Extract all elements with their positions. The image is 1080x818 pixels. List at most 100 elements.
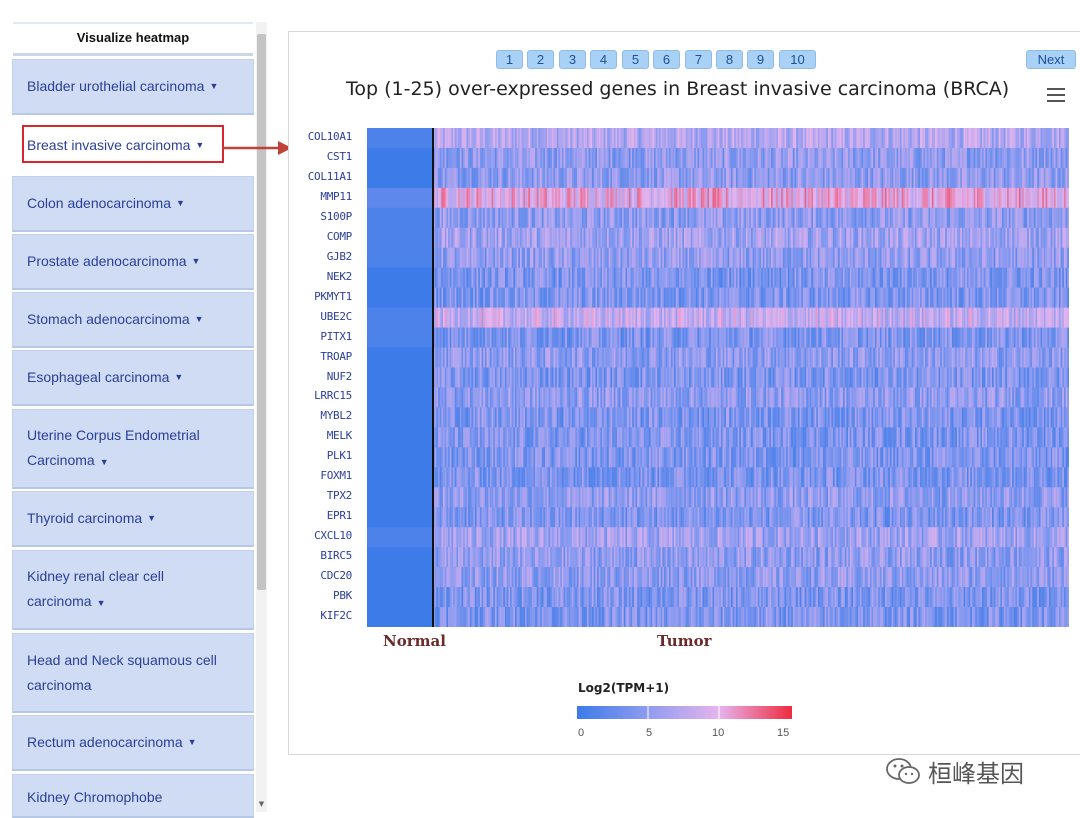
heatmap-cell: [834, 327, 837, 349]
sidebar-item-thyroid[interactable]: Thyroid carcinoma ▼: [12, 491, 254, 547]
heatmap-cell: [479, 167, 482, 189]
heatmap-cell: [441, 287, 444, 309]
page-button-5[interactable]: 5: [622, 50, 649, 69]
heatmap-cell: [1045, 128, 1048, 149]
heatmap-cell: [898, 187, 901, 209]
page-button-10[interactable]: 10: [779, 50, 816, 69]
heatmap-cell: [1060, 327, 1063, 349]
page-button-9[interactable]: 9: [747, 50, 774, 69]
heatmap-cell: [561, 207, 564, 229]
gene-label: MELK: [326, 429, 353, 443]
heatmap-cell: [1000, 187, 1003, 209]
heatmap-cell: [565, 227, 568, 249]
sidebar-item-kidney-clear-cell[interactable]: Kidney renal clear cell carcinoma ▼: [12, 550, 254, 630]
next-page-button[interactable]: Next: [1026, 50, 1076, 69]
heatmap-cell: [761, 267, 764, 289]
heatmap-cell: [881, 327, 884, 349]
heatmap-normal-cell: [367, 367, 433, 388]
heatmap-cell: [824, 167, 827, 189]
heatmap-cell: [1012, 128, 1015, 149]
sidebar-item-breast[interactable]: Breast invasive carcinoma ▼: [12, 117, 254, 173]
page-button-3[interactable]: 3: [559, 50, 586, 69]
heatmap-cell: [886, 147, 889, 169]
heatmap-cell: [817, 367, 820, 388]
heatmap-cell: [956, 207, 959, 229]
heatmap-cell: [635, 147, 638, 169]
page-button-8[interactable]: 8: [716, 50, 743, 69]
heatmap-cell: [725, 147, 728, 169]
heatmap-cell: [448, 227, 451, 249]
page-button-2[interactable]: 2: [527, 50, 554, 69]
sidebar-item-bladder[interactable]: Bladder urothelial carcinoma ▼: [12, 59, 254, 115]
heatmap-cell: [635, 307, 638, 329]
page-button-7[interactable]: 7: [685, 50, 712, 69]
heatmap-cell: [958, 227, 961, 249]
heatmap-cell: [759, 347, 762, 369]
page-button-1[interactable]: 1: [496, 50, 523, 69]
heatmap-cell: [581, 187, 584, 209]
heatmap-cell: [874, 347, 877, 369]
sidebar-item-prostate[interactable]: Prostate adenocarcinoma ▼: [12, 234, 254, 290]
heatmap-cell: [585, 128, 588, 149]
heatmap-cell: [464, 147, 467, 169]
sidebar-item-rectum[interactable]: Rectum adenocarcinoma ▼: [12, 715, 254, 771]
heatmap-cell: [990, 327, 993, 349]
scroll-down-arrow-icon[interactable]: ▼: [258, 800, 265, 808]
heatmap-cell: [923, 327, 926, 349]
heatmap-cell: [869, 347, 872, 369]
sidebar-item-head-neck[interactable]: Head and Neck squamous cell carcinoma: [12, 633, 254, 713]
heatmap-cell: [573, 307, 576, 329]
heatmap-cell: [771, 307, 774, 329]
heatmap-cell: [679, 367, 682, 388]
heatmap-cell: [801, 287, 804, 309]
heatmap-cell: [515, 327, 517, 349]
heatmap-cell: [700, 267, 703, 289]
heatmap-cell: [667, 227, 670, 249]
heatmap-cell: [474, 347, 477, 369]
sidebar-item-esophageal[interactable]: Esophageal carcinoma ▼: [12, 350, 254, 406]
heatmap-cell: [481, 247, 484, 269]
heatmap-normal-cell: [367, 167, 433, 189]
heatmap-cell: [620, 187, 623, 209]
heatmap-cell: [729, 347, 732, 369]
sidebar-item-stomach[interactable]: Stomach adenocarcinoma ▼: [12, 292, 254, 348]
scrollbar-thumb[interactable]: [257, 34, 266, 590]
heatmap-cell: [791, 167, 794, 189]
heatmap-cell: [560, 247, 563, 269]
hamburger-menu-icon[interactable]: [1047, 88, 1065, 104]
heatmap-cell: [985, 267, 988, 289]
heatmap-cell: [893, 267, 896, 289]
heatmap-cell: [597, 367, 599, 388]
page-button-4[interactable]: 4: [590, 50, 617, 69]
heatmap-cell: [535, 367, 538, 388]
page-button-6[interactable]: 6: [653, 50, 680, 69]
heatmap-cell: [1007, 347, 1010, 369]
sidebar-item-kidney-chromophobe[interactable]: Kidney Chromophobe: [12, 774, 254, 818]
sidebar-item-uterine[interactable]: Uterine Corpus Endometrial Carcinoma ▼: [12, 409, 254, 489]
heatmap-cell: [846, 227, 849, 249]
heatmap-cell: [466, 327, 469, 349]
heatmap-cell: [916, 207, 919, 229]
heatmap-cell: [899, 147, 902, 169]
heatmap-cell: [936, 167, 939, 189]
heatmap-cell: [734, 267, 737, 289]
heatmap-cell: [585, 227, 588, 249]
heatmap-cell: [848, 207, 851, 229]
heatmap-cell: [466, 367, 469, 388]
heatmap-cell: [545, 167, 548, 189]
heatmap-cell: [926, 187, 929, 209]
heatmap-cell: [794, 227, 797, 249]
heatmap-cell: [864, 327, 867, 349]
heatmap-cell: [1050, 287, 1053, 309]
heatmap-cell: [981, 167, 984, 189]
heatmap-cell: [908, 207, 911, 229]
heatmap-cell: [990, 167, 993, 189]
heatmap-cell: [1028, 187, 1031, 209]
heatmap-cell: [836, 267, 839, 289]
heatmap-cell: [613, 347, 616, 369]
heatmap-cell: [590, 247, 593, 269]
heatmap-cell: [955, 267, 958, 289]
sidebar-item-colon[interactable]: Colon adenocarcinoma ▼: [12, 176, 254, 232]
heatmap-cell: [930, 147, 933, 169]
heatmap-cell: [945, 147, 948, 169]
